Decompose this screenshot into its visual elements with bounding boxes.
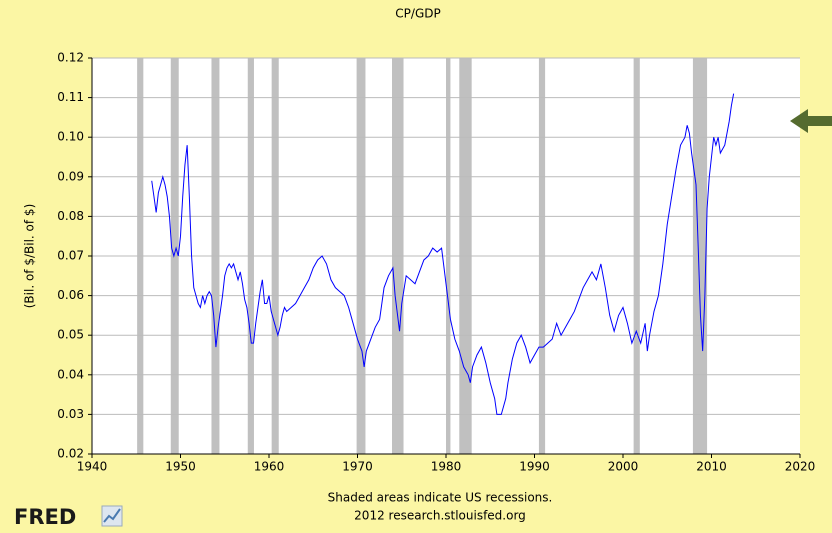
y-axis-label: (Bil. of $/Bil. of $) xyxy=(23,204,37,309)
y-tick-label: 0.12 xyxy=(57,51,84,65)
y-tick-label: 0.09 xyxy=(57,169,84,183)
note: Shaded areas indicate US recessions. xyxy=(328,491,553,505)
x-tick-label: 1970 xyxy=(342,460,373,474)
x-tick-label: 1990 xyxy=(519,460,550,474)
x-tick-label: 2000 xyxy=(608,460,639,474)
data-line xyxy=(151,93,735,415)
x-tick-label: 2020 xyxy=(785,460,816,474)
y-tick-label: 0.03 xyxy=(57,407,84,421)
y-tick-label: 0.11 xyxy=(57,90,84,104)
x-tick-label: 1960 xyxy=(254,460,285,474)
logo: FRED xyxy=(14,505,76,529)
y-tick-label: 0.04 xyxy=(57,367,84,381)
arrow xyxy=(790,109,832,133)
y-tick-label: 0.10 xyxy=(57,130,84,144)
x-tick-label: 1980 xyxy=(431,460,462,474)
logo-icon xyxy=(101,505,123,527)
x-tick-label: 1940 xyxy=(77,460,108,474)
y-tick-label: 0.06 xyxy=(57,288,84,302)
x-tick-label: 1950 xyxy=(165,460,196,474)
y-tick-label: 0.08 xyxy=(57,209,84,223)
y-tick-label: 0.02 xyxy=(57,447,84,461)
x-tick-label: 2010 xyxy=(696,460,727,474)
y-tick-label: 0.05 xyxy=(57,328,84,342)
note: 2012 research.stlouisfed.org xyxy=(354,509,526,523)
chart-title: CP/GDP xyxy=(395,7,440,21)
y-tick-label: 0.07 xyxy=(57,249,84,263)
